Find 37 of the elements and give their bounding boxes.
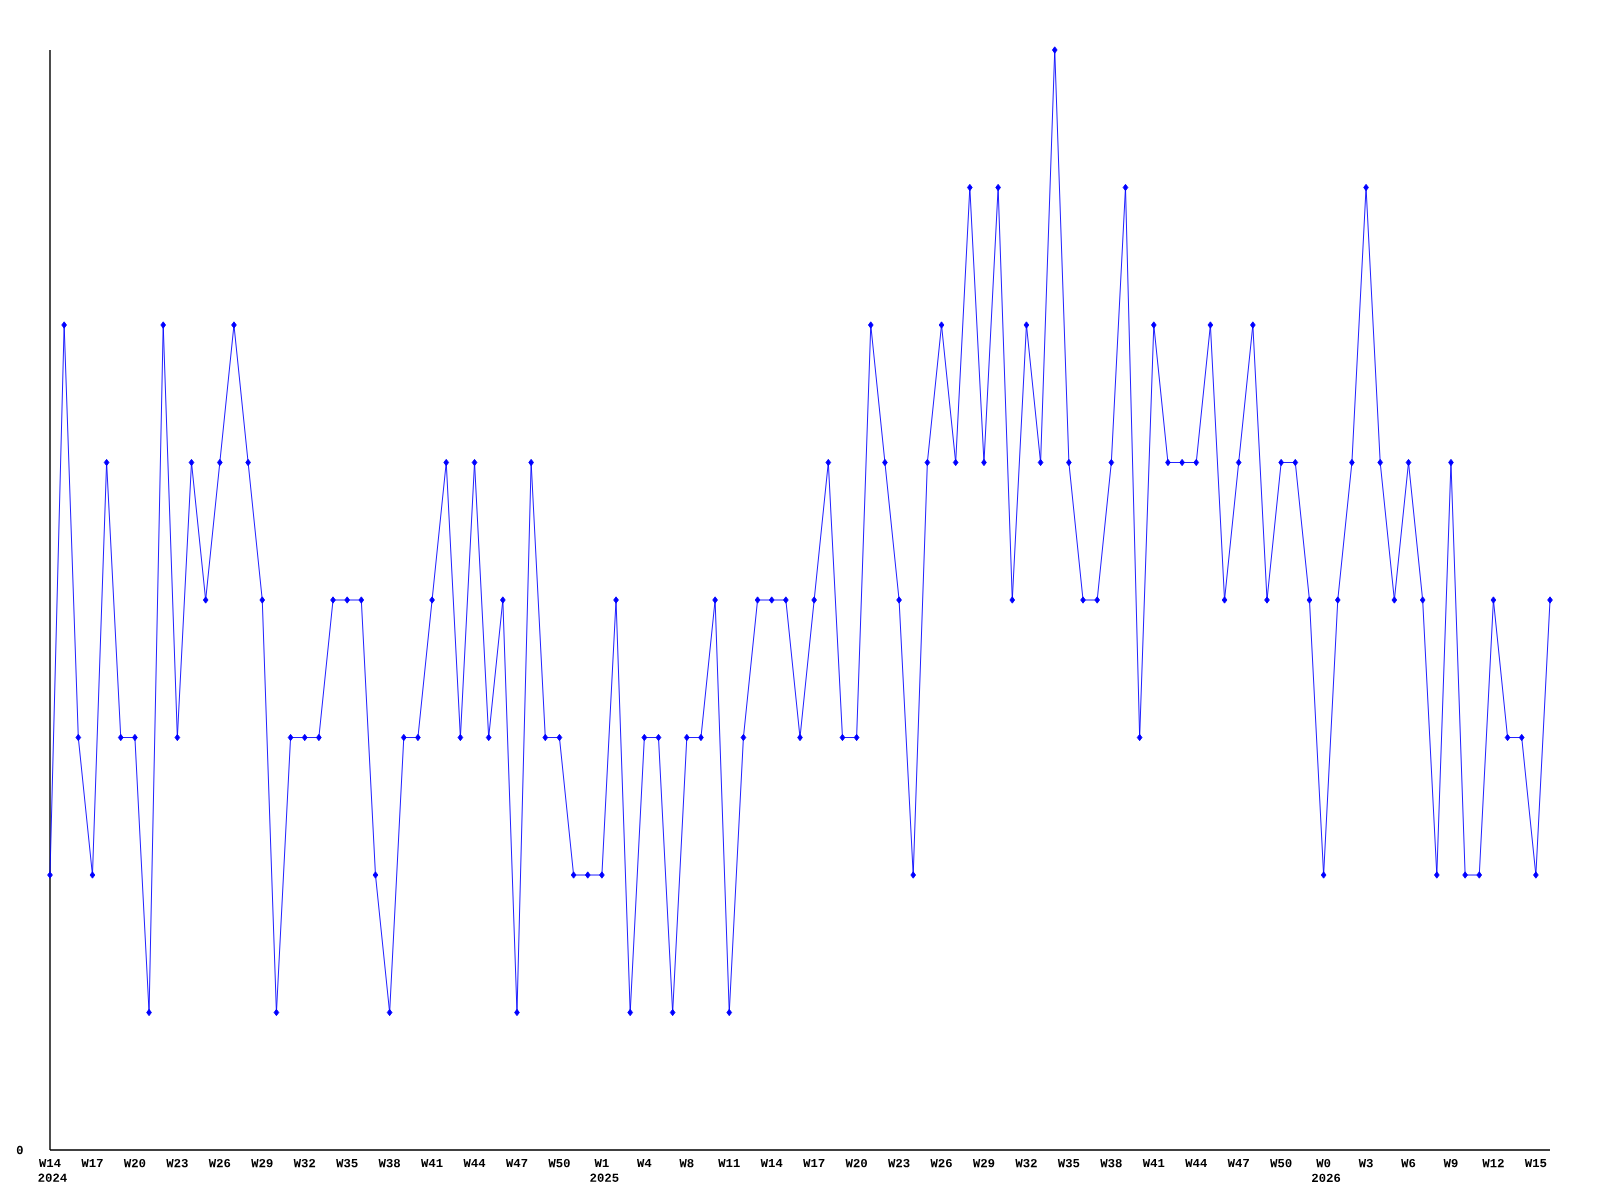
text: 0: [16, 1145, 23, 1155]
x-tick-label: W50: [1270, 1158, 1292, 1168]
x-tick-label: W14 2024: [38, 1158, 67, 1182]
x-tick-label: W14: [760, 1158, 783, 1168]
x-tick-label: W35: [1057, 1158, 1080, 1168]
x-tick-label: W32: [293, 1158, 316, 1168]
x-tick-label: W11: [718, 1158, 740, 1168]
x-tick-label: W44: [1185, 1158, 1207, 1168]
x-tick-label: W44: [463, 1158, 486, 1168]
x-tick-label: W41: [421, 1158, 443, 1168]
x-tick-label: W4: [636, 1158, 652, 1168]
x-tick-label: W38: [1100, 1158, 1122, 1168]
x-tick-label: W32: [1015, 1158, 1037, 1168]
x-tick-label: W26: [208, 1158, 231, 1168]
x-tick-label: W0 2026: [1312, 1158, 1341, 1183]
x-tick-label: W17: [81, 1158, 103, 1168]
x-tick-label: W47: [1227, 1158, 1249, 1168]
x-tick-label: W1 2025: [590, 1158, 619, 1182]
x-tick-label: W41: [1142, 1158, 1165, 1168]
x-tick-label: W20: [845, 1158, 867, 1168]
x-tick-label: W35: [336, 1158, 358, 1168]
x-tick-label: W20: [123, 1158, 146, 1168]
x-tick-label: W23: [166, 1158, 188, 1168]
x-tick-label: W26: [930, 1158, 952, 1168]
x-tick-label: W8: [679, 1158, 694, 1168]
x-tick-label: W3: [1358, 1158, 1373, 1168]
x-tick-label: W6: [1401, 1158, 1416, 1168]
x-tick-label: W17: [803, 1158, 825, 1168]
x-tick-label: W38: [378, 1158, 401, 1168]
x-tick-label: W50: [548, 1158, 570, 1168]
x-tick-label: W23: [888, 1158, 910, 1168]
x-tick-label: W12: [1482, 1158, 1504, 1168]
x-tick-label: W15: [1524, 1158, 1547, 1168]
x-tick-label: W9: [1443, 1158, 1458, 1168]
x-tick-label: W29: [972, 1158, 995, 1168]
x-tick-label: W47: [505, 1158, 528, 1168]
x-tick-label: W29: [251, 1158, 273, 1168]
